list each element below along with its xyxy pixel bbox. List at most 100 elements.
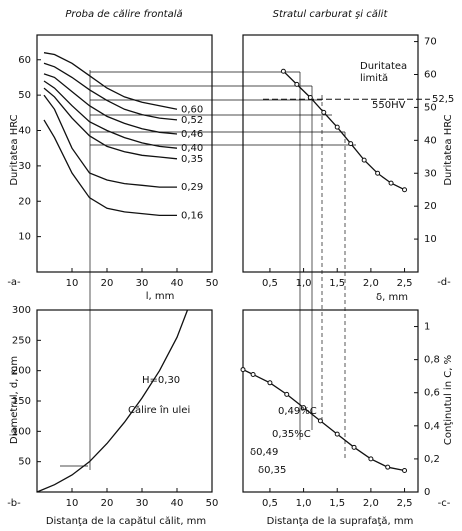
y-tick-label: 50 [18, 90, 31, 101]
y-tick-label: 30 [18, 161, 31, 172]
x-tick-label: 2,5 [397, 498, 413, 509]
y-tick-label: 30 [424, 168, 437, 179]
y-tick-label: 1 [424, 322, 430, 333]
data-point [375, 170, 381, 176]
data-point [361, 157, 367, 163]
x-tick-label: 50 [206, 498, 219, 509]
panel-frame [36, 34, 213, 273]
panel-label: -b- [7, 498, 21, 509]
annotation: Duritatea [360, 61, 407, 72]
y-tick-label: 250 [12, 335, 31, 346]
data-line [36, 309, 189, 493]
y-tick-label: 20 [18, 196, 31, 207]
chart-title: Stratul carburat şi călit [273, 9, 389, 20]
x-axis-label: δ, mm [376, 292, 408, 303]
series-label: 0,52 [181, 115, 203, 126]
annotation: 550HV [372, 100, 406, 111]
x-tick-label: 0,5 [262, 278, 278, 289]
y-tick-label: 0,2 [424, 454, 440, 465]
data-point [321, 109, 327, 115]
reference-label: 52,5 [432, 94, 454, 105]
y-tick-label: 20 [424, 201, 437, 212]
y-tick-label: 0,6 [424, 388, 440, 399]
annotation: H=0,30 [142, 375, 180, 386]
y-tick-label: 10 [424, 234, 437, 245]
data-point [317, 418, 323, 424]
x-tick-label: 1,5 [329, 498, 345, 509]
x-tick-label: 1,0 [296, 498, 312, 509]
x-tick-label: 10 [66, 498, 79, 509]
data-point [334, 431, 340, 437]
x-tick-label: 20 [101, 278, 114, 289]
data-line [43, 73, 178, 135]
data-point [267, 380, 273, 386]
y-axis-label: Duritatea HRC [9, 114, 20, 185]
y-tick-label: 60 [18, 55, 31, 66]
panel-frame [242, 309, 419, 493]
x-tick-label: 2,5 [397, 278, 413, 289]
panel-label: -d- [437, 277, 451, 288]
y-axis-label: Conţinutul in C, % [443, 355, 454, 445]
x-tick-label: 40 [171, 278, 184, 289]
data-point [250, 372, 256, 378]
data-point [402, 187, 408, 193]
data-point [351, 444, 357, 450]
data-point [280, 68, 286, 74]
series-label: 0,29 [181, 182, 203, 193]
series-label: 0,46 [181, 129, 203, 140]
y-tick-label: 200 [12, 366, 31, 377]
x-tick-label: 1,5 [329, 278, 345, 289]
y-tick-label: 70 [424, 37, 437, 48]
data-line [43, 119, 177, 217]
y-axis-label: Diametrul, d, mm [9, 356, 20, 444]
data-line [43, 52, 178, 110]
data-point [385, 464, 391, 470]
data-line [43, 80, 178, 149]
y-tick-label: 40 [18, 126, 31, 137]
data-point [307, 95, 313, 101]
x-tick-label: 0,5 [262, 498, 278, 509]
y-tick-label: 0,8 [424, 355, 440, 366]
y-tick-label: 0 [424, 487, 430, 498]
annotation: limită [360, 73, 388, 84]
y-tick-label: 40 [424, 135, 437, 146]
chart-title: Proba de călire frontală [65, 9, 182, 20]
x-tick-label: 50 [206, 278, 219, 289]
data-point [301, 405, 307, 411]
y-tick-label: 10 [18, 232, 31, 243]
x-tick-label: 1,0 [296, 278, 312, 289]
y-axis-label: Duritatea HRC [443, 114, 454, 185]
panel-label: -c- [438, 498, 451, 509]
x-tick-label: 2,0 [363, 278, 379, 289]
x-tick-label: 40 [171, 498, 184, 509]
data-point [294, 81, 300, 87]
x-tick-label: 30 [136, 278, 149, 289]
x-axis-label: Distanţa de la suprafaţă, mm [267, 516, 414, 527]
y-tick-label: 60 [424, 70, 437, 81]
data-point [368, 456, 374, 462]
x-tick-label: 10 [66, 278, 79, 289]
panel-label: -a- [7, 277, 21, 288]
annotation: Călire în ulei [128, 404, 190, 416]
x-tick-label: 20 [101, 498, 114, 509]
x-tick-label: 2,0 [363, 498, 379, 509]
panel-frame [242, 34, 419, 273]
annotation: 0,35%C [272, 429, 311, 440]
annotation: 0,49%C [278, 406, 317, 417]
series-label: 0,40 [181, 143, 203, 154]
data-line [43, 94, 177, 188]
annotation: δ0,49 [250, 447, 278, 458]
annotation: δ0,35 [258, 465, 286, 476]
series-label: 0,60 [181, 104, 203, 115]
y-tick-label: 50 [424, 102, 437, 113]
x-axis-label: Distanţa de la capătul călit, mm [46, 516, 206, 527]
connectors [60, 70, 356, 470]
panel-frame [36, 309, 213, 493]
data-line [282, 70, 405, 191]
data-line [43, 62, 178, 121]
y-tick-label: 150 [12, 396, 31, 407]
x-tick-label: 30 [136, 498, 149, 509]
data-line [43, 87, 178, 160]
series-label: 0,35 [181, 154, 203, 165]
